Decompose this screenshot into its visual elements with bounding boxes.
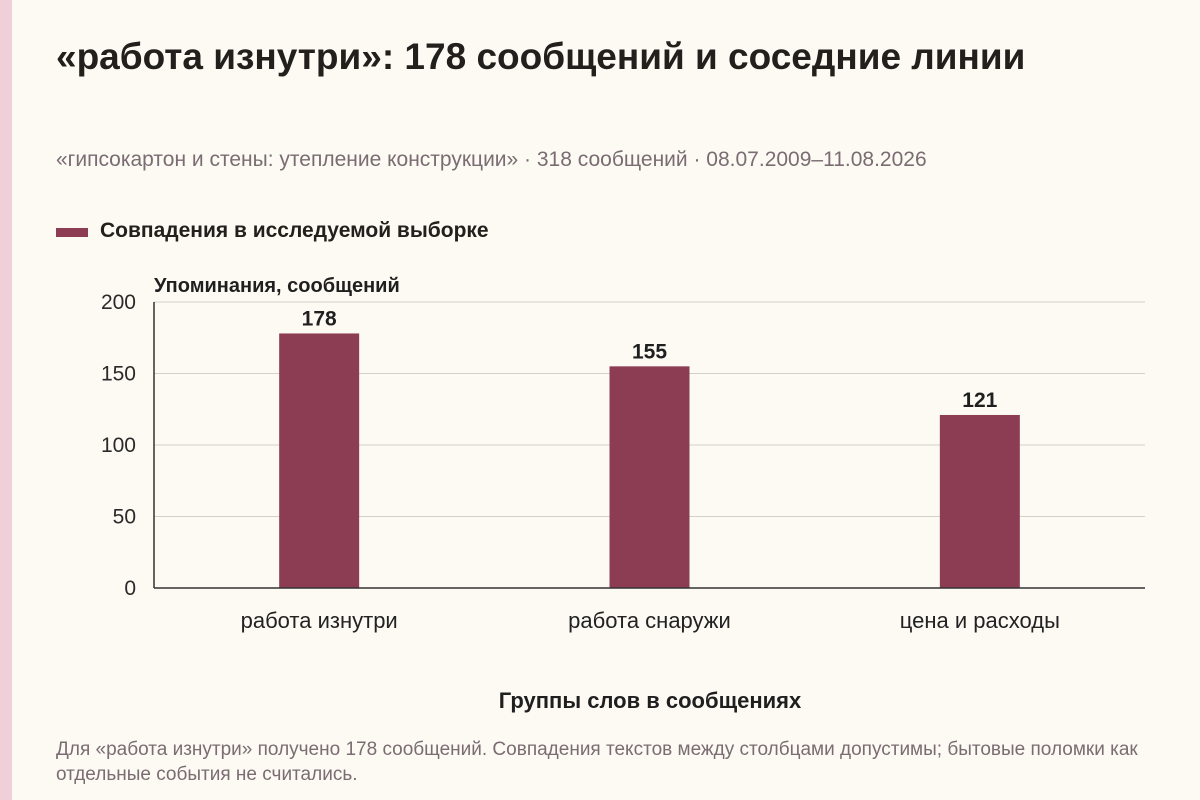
y-axis-label: Упоминания, сообщений <box>154 275 400 297</box>
data-label: 121 <box>962 389 997 412</box>
data-labels: 178 155 121 <box>302 307 998 412</box>
y-tick-label: 150 <box>101 363 136 386</box>
y-tick-label: 100 <box>101 434 136 457</box>
x-tick-label: работа снаружи <box>568 608 731 633</box>
x-axis-label: Группы слов в сообщениях <box>499 688 802 713</box>
y-tick-label: 200 <box>101 291 136 314</box>
y-tick-label: 0 <box>124 577 136 600</box>
legend-label: Совпадения в исследуемой выборке <box>100 219 489 242</box>
x-tick-label: работа изнутри <box>241 608 398 633</box>
chart-subtitle: «гипсокартон и стены: утепление конструк… <box>56 148 927 171</box>
footnote: Для «работа изнутри» получено 178 сообще… <box>56 739 1138 785</box>
bar <box>609 366 690 588</box>
bar <box>939 414 1020 588</box>
legend-swatch <box>56 227 88 237</box>
y-axis-ticks: 0 50 100 150 200 <box>101 291 136 600</box>
bar <box>279 333 360 588</box>
bars <box>279 333 1020 588</box>
left-accent-strip <box>0 0 12 800</box>
legend: Совпадения в исследуемой выборке <box>56 219 489 243</box>
x-tick-label: цена и расходы <box>900 608 1060 633</box>
data-label: 155 <box>632 340 667 363</box>
x-axis-ticks: работа изнутри работа снаружи цена и расхо… <box>241 608 1060 633</box>
y-tick-label: 50 <box>113 506 136 529</box>
data-label: 178 <box>302 307 337 330</box>
chart-title: «работа изнутри»: 178 сообщений и соседн… <box>56 36 1026 77</box>
